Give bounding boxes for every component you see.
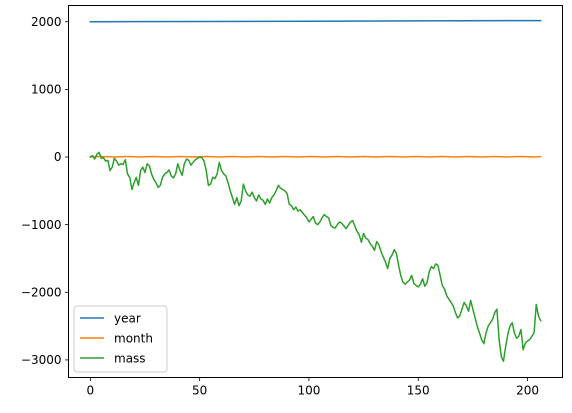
x-tick-label: 200: [516, 384, 539, 398]
x-tick-label: 150: [407, 384, 430, 398]
y-tick-label: 1000: [31, 83, 62, 97]
y-tick-label: 2000: [31, 15, 62, 29]
series-line-mass: [89, 151, 542, 363]
legend-label-month: month: [114, 331, 153, 345]
legend: year month mass: [73, 305, 168, 373]
y-tick-label: −2000: [21, 285, 62, 299]
x-tick-label: 50: [192, 384, 207, 398]
legend-label-mass: mass: [114, 351, 146, 365]
y-tick-label: −3000: [21, 353, 62, 367]
x-axis-ticks: 0 50 100 150 200: [87, 377, 539, 398]
legend-box: [73, 305, 168, 373]
x-tick-label: 100: [297, 384, 320, 398]
axes-frame: [68, 5, 563, 378]
x-tick-label: 0: [87, 384, 95, 398]
series-line-year: [89, 19, 542, 23]
legend-label-year: year: [114, 311, 141, 325]
y-tick-label: −1000: [21, 218, 62, 232]
series-layer: [89, 19, 542, 363]
y-axis-ticks: −3000 −2000 −1000 0 1000 2000: [21, 15, 69, 367]
y-tick-label: 0: [54, 150, 62, 164]
plot-area: [68, 5, 563, 378]
